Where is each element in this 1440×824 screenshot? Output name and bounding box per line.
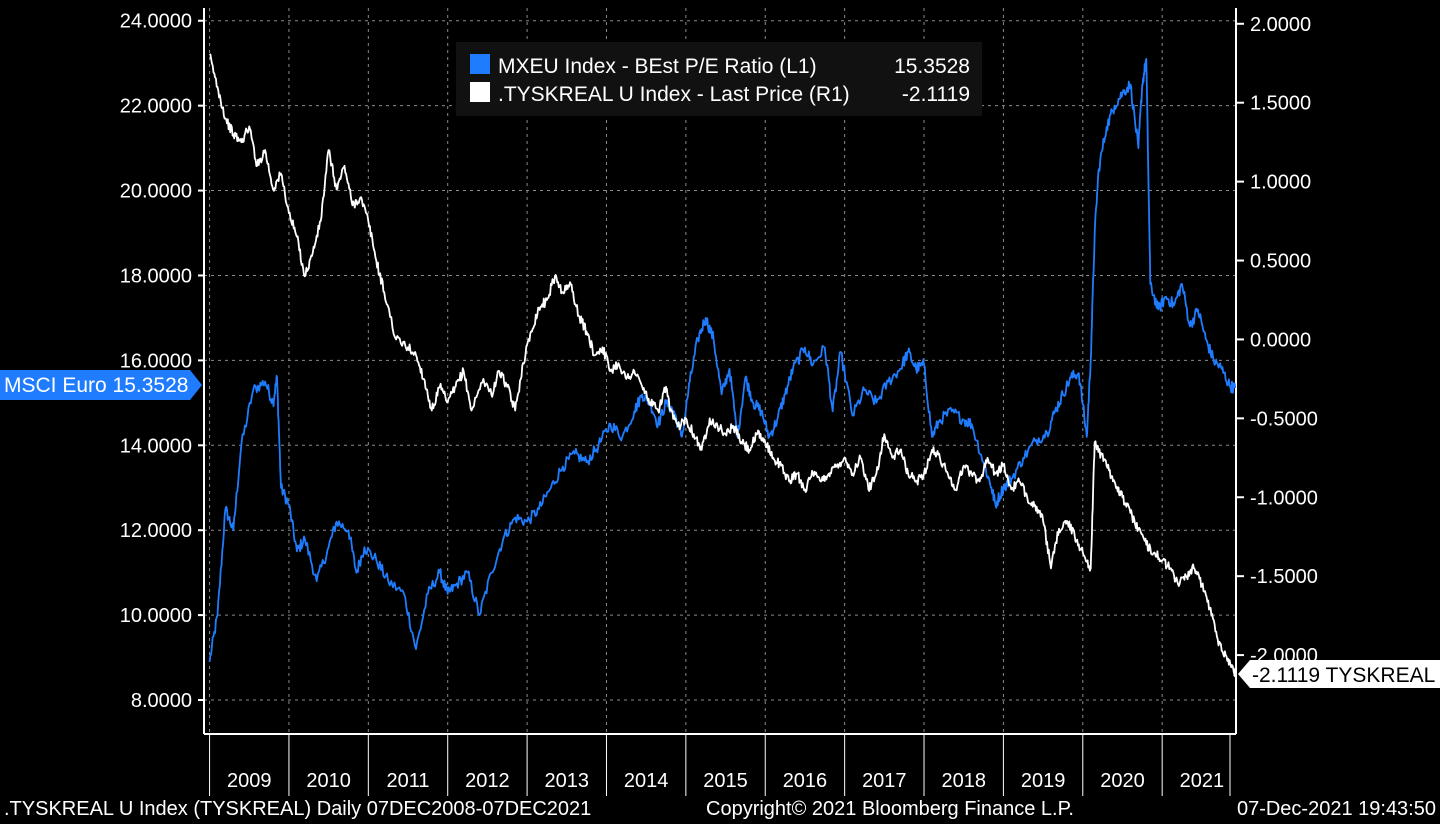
- legend-item-2-value: -2.1119: [902, 83, 970, 106]
- gridlines: [204, 8, 1236, 734]
- left-tick-label: 22.0000: [120, 96, 192, 118]
- x-axis-years: 2009 2010 2011 2012 2013 2014 2015 2016 2017 2018…: [209, 734, 1231, 796]
- footer-left: .TYSKREAL U Index (TYSKREAL) Daily 07DEC…: [4, 798, 591, 820]
- right-tick-label: -0.5000: [1250, 408, 1318, 430]
- year-label: 2013: [545, 770, 590, 792]
- left-badge-shape: [0, 370, 202, 400]
- left-tick-label: 24.0000: [120, 11, 192, 33]
- right-tick-label: 0.0000: [1250, 329, 1311, 351]
- left-badge-text: MSCI Euro 15.3528: [4, 374, 188, 397]
- year-label: 2021: [1180, 770, 1225, 792]
- left-tick-label: 20.0000: [120, 181, 192, 203]
- year-label: 2014: [624, 770, 669, 792]
- year-label: 2016: [783, 770, 828, 792]
- right-tick-label: -1.5000: [1250, 566, 1318, 588]
- right-axis-ticks: -2.0000-1.5000-1.0000-0.50000.00000.5000…: [1236, 14, 1318, 667]
- legend-swatch-white: [470, 82, 490, 102]
- left-tick-label: 16.0000: [120, 350, 192, 372]
- year-label: 2010: [306, 770, 351, 792]
- year-label: 2019: [1021, 770, 1066, 792]
- year-label: 2017: [862, 770, 907, 792]
- footer-right: 07-Dec-2021 19:43:50: [1237, 798, 1436, 820]
- year-label: 2020: [1100, 770, 1145, 792]
- left-axis-ticks: 8.0000 10.0000 12.0000 14.0000 16.0000 18.000…: [120, 11, 204, 712]
- left-tick-label: 18.0000: [120, 265, 192, 287]
- series-line-2: [208, 53, 1237, 678]
- left-last-value-badge: MSCI Euro 15.3528: [0, 370, 202, 400]
- legend-item-1-name: MXEU Index - BEst P/E Ratio (L1): [498, 55, 817, 78]
- legend-item-1-value: 15.3528: [894, 55, 970, 78]
- legend-swatch-blue: [470, 54, 490, 74]
- left-tick-label: 14.0000: [120, 435, 192, 457]
- year-label: 2015: [703, 770, 748, 792]
- right-tick-label: 2.0000: [1250, 14, 1311, 36]
- left-tick-label: 12.0000: [120, 520, 192, 542]
- left-tick-label: 10.0000: [120, 605, 192, 627]
- right-badge-shape: [1238, 660, 1440, 688]
- right-tick-label: 1.0000: [1250, 172, 1311, 194]
- right-last-value-badge: -2.1119 TYSKREAL: [1238, 660, 1440, 688]
- left-tick-label: 8.0000: [131, 690, 192, 712]
- legend-background: [456, 42, 982, 116]
- axes: [203, 8, 1237, 735]
- right-tick-label: -1.0000: [1250, 487, 1318, 509]
- right-tick-label: 0.5000: [1250, 251, 1311, 273]
- right-tick-label: 1.5000: [1250, 93, 1311, 115]
- legend: MXEU Index - BEst P/E Ratio (L1) 15.3528…: [456, 42, 982, 116]
- year-label: 2018: [941, 770, 986, 792]
- right-badge-text: -2.1119 TYSKREAL: [1252, 664, 1435, 687]
- year-label: 2012: [465, 770, 510, 792]
- legend-item-2-name: .TYSKREAL U Index - Last Price (R1): [498, 83, 850, 106]
- footer-center: Copyright© 2021 Bloomberg Finance L.P.: [706, 798, 1074, 820]
- year-label: 2009: [227, 770, 272, 792]
- year-label: 2011: [387, 770, 430, 792]
- series-layer: [208, 53, 1237, 678]
- series-line-1: [208, 58, 1237, 662]
